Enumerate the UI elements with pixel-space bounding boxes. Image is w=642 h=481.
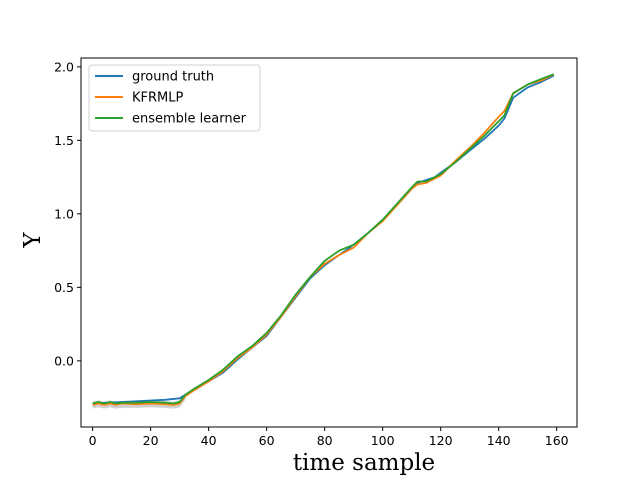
x-axis-title: time sample — [293, 450, 435, 476]
legend-label: ground truth — [132, 70, 214, 85]
x-tick-label: 160 — [545, 433, 569, 448]
y-axis-ticks: 0.0 0.5 1.0 1.5 2.0 — [54, 59, 81, 368]
legend: ground truth KFRMLP ensemble learner — [88, 64, 261, 132]
legend-label: ensemble learner — [132, 112, 247, 127]
y-tick-label: 1.5 — [54, 133, 74, 148]
x-tick-label: 0 — [89, 433, 97, 448]
y-tick-label: 1.0 — [54, 206, 74, 221]
x-tick-label: 120 — [429, 433, 453, 448]
series-layer — [92, 73, 555, 406]
x-axis-ticks: 0 20 40 60 80 100 120 140 160 — [89, 427, 569, 448]
y-tick-label: 0.0 — [54, 353, 74, 368]
series-line-ensemble-learner — [92, 73, 555, 405]
y-tick-label: 2.0 — [54, 59, 74, 74]
x-tick-label: 140 — [487, 433, 511, 448]
x-tick-label: 100 — [371, 433, 395, 448]
y-tick-label: 0.5 — [54, 280, 74, 295]
x-tick-label: 60 — [259, 433, 275, 448]
x-tick-label: 80 — [317, 433, 333, 448]
legend-label: KFRMLP — [132, 91, 183, 106]
x-tick-label: 40 — [201, 433, 217, 448]
y-axis-title: Y — [20, 232, 46, 249]
plot-frame — [80, 57, 578, 428]
legend-box — [88, 64, 261, 132]
x-tick-label: 20 — [143, 433, 159, 448]
